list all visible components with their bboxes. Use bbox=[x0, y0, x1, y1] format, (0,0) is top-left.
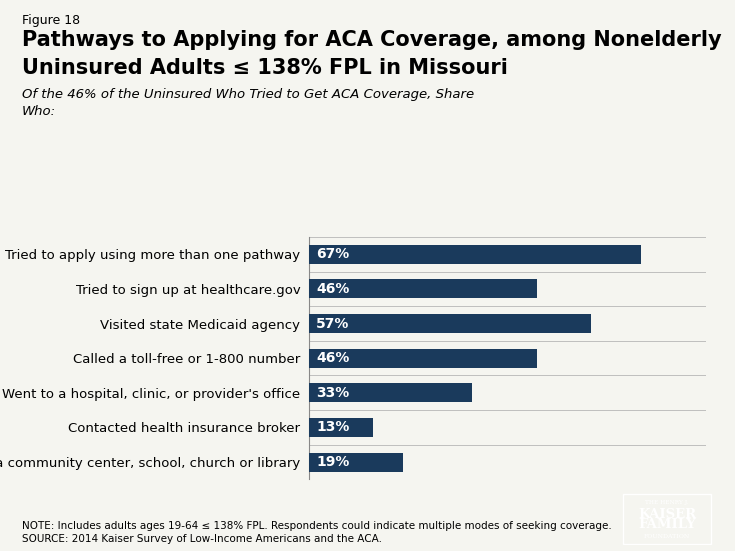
Bar bbox=[309, 314, 592, 333]
Text: SOURCE: 2014 Kaiser Survey of Low-Income Americans and the ACA.: SOURCE: 2014 Kaiser Survey of Low-Income… bbox=[22, 534, 382, 544]
Text: 33%: 33% bbox=[316, 386, 349, 400]
Text: FAMILY: FAMILY bbox=[638, 518, 696, 531]
Text: 57%: 57% bbox=[316, 316, 350, 331]
Bar bbox=[309, 418, 373, 437]
Text: Pathways to Applying for ACA Coverage, among Nonelderly: Pathways to Applying for ACA Coverage, a… bbox=[22, 30, 722, 50]
Bar bbox=[309, 245, 641, 264]
Text: NOTE: Includes adults ages 19-64 ≤ 138% FPL. Respondents could indicate multiple: NOTE: Includes adults ages 19-64 ≤ 138% … bbox=[22, 521, 612, 531]
Text: FOUNDATION: FOUNDATION bbox=[644, 533, 690, 538]
Text: 67%: 67% bbox=[316, 247, 349, 261]
Text: Who:: Who: bbox=[22, 105, 56, 118]
Bar bbox=[309, 383, 473, 402]
Text: 13%: 13% bbox=[316, 420, 350, 434]
Text: THE HENRY J.: THE HENRY J. bbox=[645, 500, 689, 505]
Text: 19%: 19% bbox=[316, 455, 350, 469]
Bar bbox=[309, 452, 403, 472]
Text: Of the 46% of the Uninsured Who Tried to Get ACA Coverage, Share: Of the 46% of the Uninsured Who Tried to… bbox=[22, 88, 474, 101]
Text: Uninsured Adults ≤ 138% FPL in Missouri: Uninsured Adults ≤ 138% FPL in Missouri bbox=[22, 58, 508, 78]
Text: Figure 18: Figure 18 bbox=[22, 14, 80, 27]
Text: 46%: 46% bbox=[316, 282, 350, 296]
Bar bbox=[309, 279, 537, 299]
Text: KAISER: KAISER bbox=[638, 507, 696, 521]
Text: 46%: 46% bbox=[316, 351, 350, 365]
Bar bbox=[309, 349, 537, 368]
